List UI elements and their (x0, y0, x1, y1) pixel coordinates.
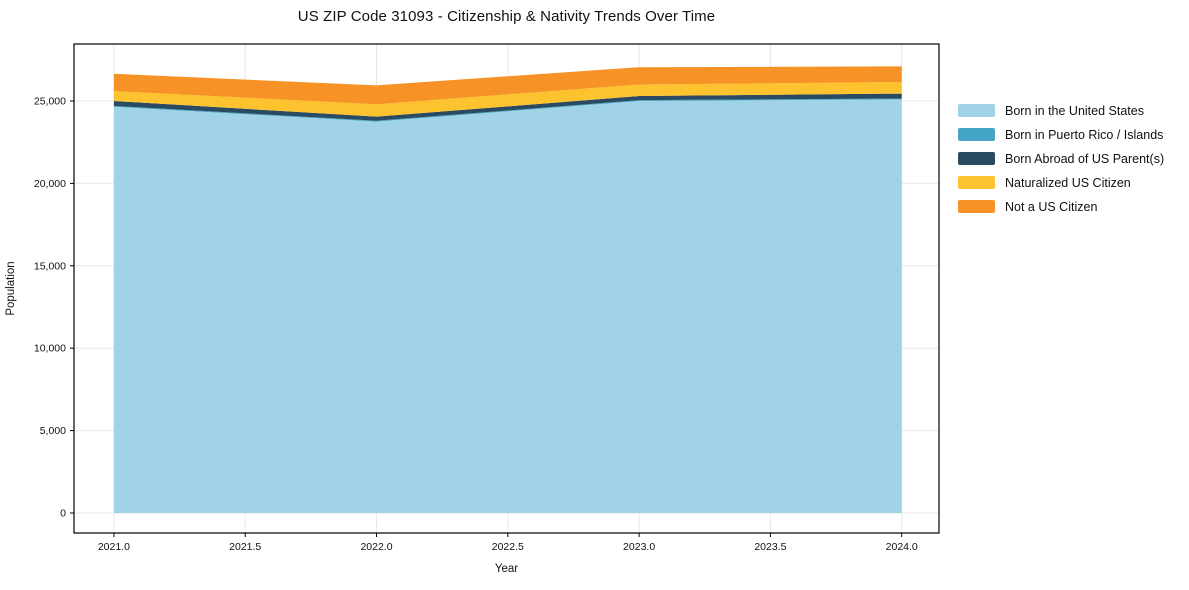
plot-frame (73, 43, 940, 534)
legend-label: Born Abroad of US Parent(s) (1005, 151, 1165, 166)
legend-swatch (958, 200, 995, 213)
area-band (113, 99, 902, 513)
x-tick-label: 2023.0 (623, 541, 655, 553)
x-tick-label: 2022.5 (492, 541, 524, 553)
tick-labels: 2021.0 2021.5 2022.0 2022.5 2023.0 2023.5 2024… (34, 95, 918, 553)
legend-swatch (958, 128, 995, 141)
legend-item: Not a US Citizen (958, 199, 1164, 214)
legend-label: Not a US Citizen (1005, 199, 1098, 214)
x-tick-label: 2023.5 (754, 541, 786, 553)
y-axis-label: Population (5, 261, 17, 315)
legend-item: Born in Puerto Rico / Islands (958, 127, 1164, 142)
x-axis-label: Year (495, 563, 518, 575)
legend-label: Born in Puerto Rico / Islands (1005, 127, 1164, 142)
x-tick-label: 2022.0 (360, 541, 392, 553)
legend-swatch (958, 152, 995, 165)
legend-swatch (958, 176, 995, 189)
y-tick-label: 0 (60, 507, 66, 519)
legend-swatch (958, 104, 995, 117)
chart-title: US ZIP Code 31093 - Citizenship & Nativi… (297, 8, 716, 25)
y-tick-label: 5,000 (40, 425, 66, 437)
area-band (113, 66, 902, 105)
y-tick-label: 25,000 (34, 95, 66, 107)
area-band (113, 93, 902, 121)
axis-ticks (70, 100, 903, 537)
y-tick-label: 20,000 (34, 178, 66, 190)
x-tick-label: 2024.0 (886, 541, 918, 553)
legend-label: Born in the United States (1005, 103, 1144, 118)
y-tick-label: 15,000 (34, 260, 66, 272)
legend-item: Born Abroad of US Parent(s) (958, 151, 1165, 166)
x-tick-label: 2021.5 (229, 541, 261, 553)
legend-label: Naturalized US Citizen (1005, 175, 1131, 190)
legend: Born in the United States Born in Puerto … (958, 103, 1165, 224)
x-tick-label: 2021.0 (98, 541, 130, 553)
area-band (113, 82, 902, 117)
legend-item: Born in the United States (958, 103, 1164, 118)
legend-item: Naturalized US Citizen (958, 175, 1164, 190)
y-tick-label: 10,000 (34, 343, 66, 355)
area-series (113, 66, 902, 513)
